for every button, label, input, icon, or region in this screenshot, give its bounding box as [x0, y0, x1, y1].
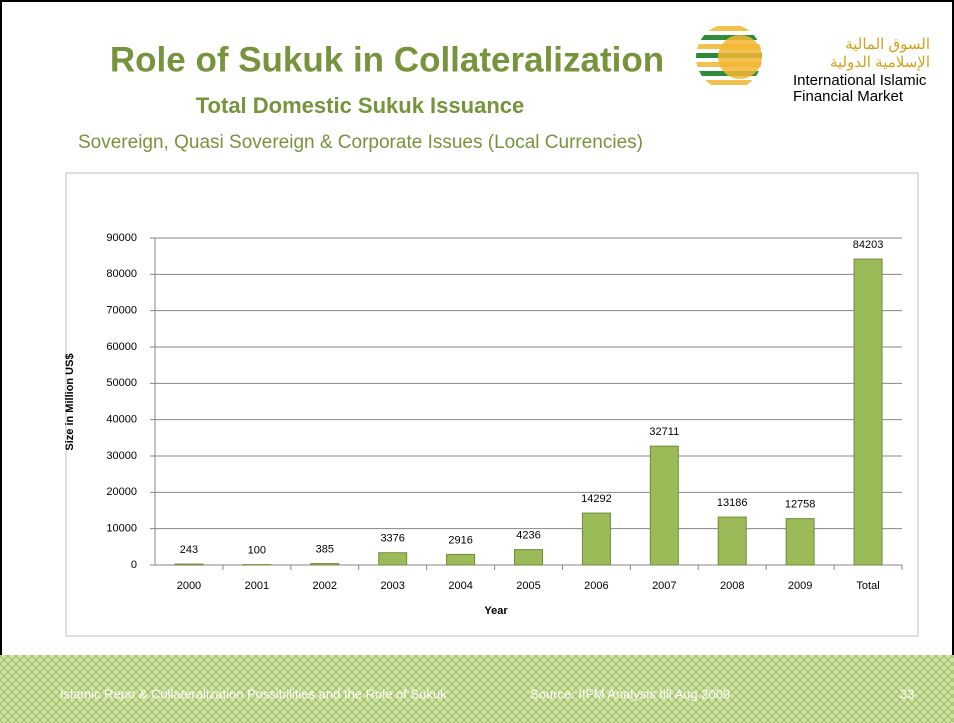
value-label: 12758 [785, 499, 816, 511]
logo-text: Financial Market [793, 88, 904, 105]
bar [310, 563, 340, 566]
value-label: 243 [180, 544, 198, 556]
bar [446, 553, 476, 566]
logo-arabic: الإسلامية الدولية [830, 54, 930, 71]
bar [581, 512, 611, 566]
chart-frame [65, 172, 919, 637]
bar [649, 445, 679, 566]
footer-text: Islamic Repo & Collateralization Possibi… [60, 686, 447, 701]
y-tick-label: 60000 [106, 341, 137, 353]
footer-band [0, 655, 954, 723]
page-number: 33 [900, 686, 914, 701]
bar [785, 518, 815, 566]
y-tick-label: 10000 [106, 523, 137, 535]
value-label: 385 [316, 544, 334, 556]
x-tick-label: 2004 [448, 580, 472, 592]
bar [853, 258, 883, 566]
bar [378, 552, 408, 566]
x-tick-label: 2003 [380, 580, 404, 592]
x-tick-label: 2007 [652, 580, 676, 592]
x-tick-label: 2000 [177, 580, 201, 592]
y-tick-label: 20000 [106, 486, 137, 498]
y-tick-label: 90000 [106, 232, 137, 244]
y-tick-label: 80000 [106, 268, 137, 280]
y-tick-label: 70000 [106, 305, 137, 317]
x-tick-label: Total [856, 580, 879, 592]
value-label: 14292 [581, 493, 612, 505]
logo-arabic: السوق المالية [845, 36, 930, 53]
value-label: 32711 [649, 426, 679, 438]
value-label: 100 [248, 545, 266, 557]
y-tick-label: 50000 [106, 377, 137, 389]
x-tick-label: 2008 [720, 580, 744, 592]
value-label: 2916 [448, 534, 472, 546]
x-tick-label: 2002 [313, 580, 337, 592]
y-tick-label: 0 [131, 559, 137, 571]
value-label: 3376 [380, 533, 404, 545]
y-tick-label: 40000 [106, 414, 137, 426]
value-label: 4236 [516, 530, 540, 542]
title: Role of Sukuk in Collateralization [110, 40, 664, 79]
value-label: 13186 [717, 497, 748, 509]
footer-source: Source: IIFM Analysis till Aug 2009 [530, 686, 730, 701]
value-label: 84203 [853, 239, 884, 251]
y-axis-label: Size in Million US$ [64, 353, 76, 450]
logo-text: International Islamic [793, 72, 927, 89]
x-tick-label: 2005 [516, 580, 540, 592]
logo-emblem [696, 24, 762, 90]
caption: Sovereign, Quasi Sovereign & Corporate I… [78, 132, 643, 153]
bar [174, 563, 204, 566]
bar [514, 549, 543, 566]
x-axis-label: Year [484, 605, 508, 617]
y-tick-label: 30000 [106, 450, 137, 462]
bar [717, 516, 747, 566]
subtitle: Total Domestic Sukuk Issuance [196, 93, 524, 118]
x-tick-label: 2009 [788, 580, 812, 592]
x-tick-label: 2006 [584, 580, 608, 592]
x-tick-label: 2001 [245, 580, 269, 592]
